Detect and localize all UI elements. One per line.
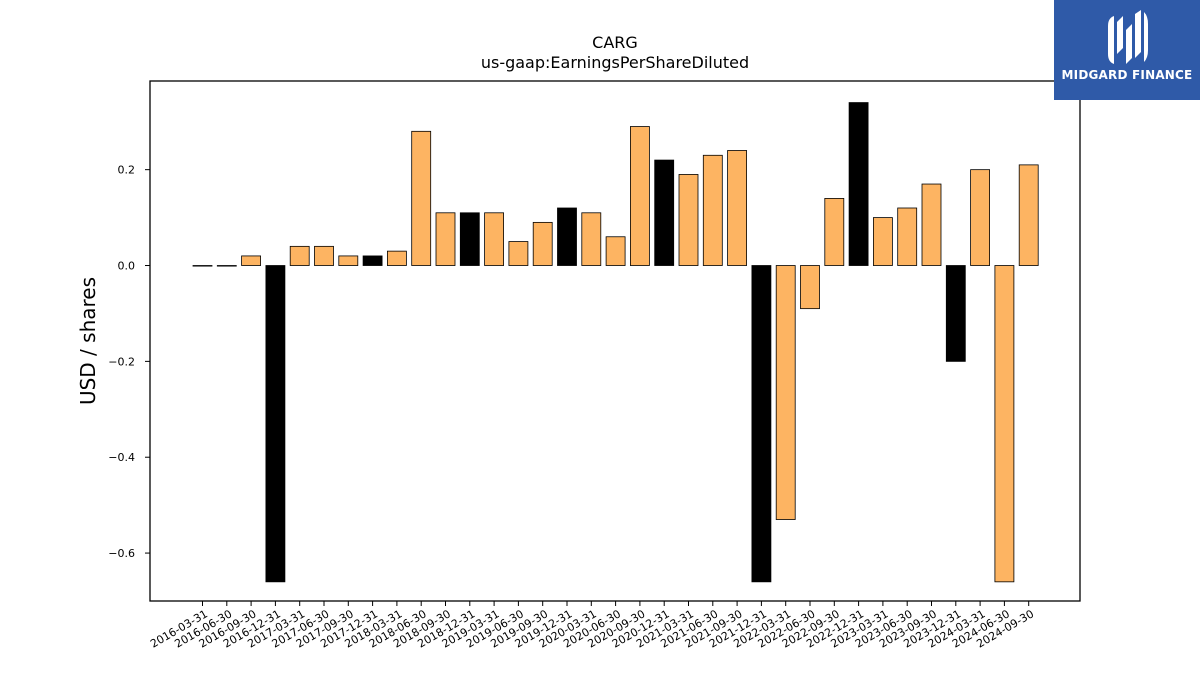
bar-2022-12-31	[848, 102, 869, 266]
y-axis-ticks: 0.2 0.0 −0.2 −0.4 −0.6	[108, 164, 150, 560]
bar-2016-03-31	[192, 265, 213, 267]
bar-2023-12-31	[945, 265, 966, 362]
bar-2021-06-30	[702, 154, 723, 266]
bar-2021-09-30	[727, 150, 747, 266]
y-tick-label: 0.2	[118, 164, 136, 177]
plot-frame	[149, 80, 1081, 602]
bar-2018-03-31	[386, 250, 407, 266]
y-tick-label: −0.2	[108, 355, 135, 368]
bar-2024-03-31	[970, 169, 990, 266]
bar-2023-06-30	[897, 207, 918, 266]
y-tick-label: 0.0	[118, 260, 136, 273]
midgard-logo-icon	[1108, 10, 1148, 64]
bar-2022-09-30	[824, 198, 845, 266]
bar-2017-06-30	[314, 245, 334, 266]
bar-2022-03-31	[775, 265, 796, 520]
bar-2020-06-30	[605, 236, 626, 266]
bar-2021-12-31	[751, 265, 772, 583]
bar-2024-06-30	[994, 265, 1015, 583]
bar-2017-09-30	[338, 255, 359, 266]
bar-2020-12-31	[654, 159, 675, 266]
brand-name: MIDGARD FINANCE	[1061, 68, 1193, 82]
bar-2018-09-30	[435, 212, 456, 266]
bar-2024-09-30	[1018, 164, 1039, 266]
brand-logo: MIDGARD FINANCE	[1054, 0, 1200, 100]
bar-2018-12-31	[459, 212, 480, 266]
bar-2018-06-30	[411, 130, 432, 266]
bar-2017-03-31	[289, 245, 310, 266]
y-tick-label: −0.4	[108, 451, 135, 464]
bar-2017-12-31	[362, 255, 383, 266]
bar-2023-03-31	[873, 217, 893, 266]
chart-subtitle: us-gaap:EarningsPerShareDiluted	[481, 53, 749, 72]
bar-2022-06-30	[800, 265, 820, 310]
x-axis-ticks: 2016-03-312016-06-302016-09-302016-12-31…	[148, 601, 1036, 651]
bar-2019-09-30	[532, 221, 553, 266]
bars-group	[192, 102, 1039, 583]
bar-2016-09-30	[241, 255, 262, 266]
y-axis-label: USD / shares	[76, 277, 100, 405]
bar-2021-03-31	[678, 174, 699, 266]
bar-2019-03-31	[484, 212, 505, 266]
bar-2016-12-31	[265, 265, 286, 583]
y-tick-label: −0.6	[108, 547, 135, 560]
bar-2019-12-31	[557, 207, 577, 266]
bar-2019-06-30	[508, 241, 529, 266]
bar-2020-09-30	[630, 126, 650, 266]
bar-2016-06-30	[216, 265, 237, 267]
chart-title: CARG	[592, 33, 638, 52]
bar-2020-03-31	[581, 212, 602, 266]
bar-2023-09-30	[921, 183, 942, 266]
